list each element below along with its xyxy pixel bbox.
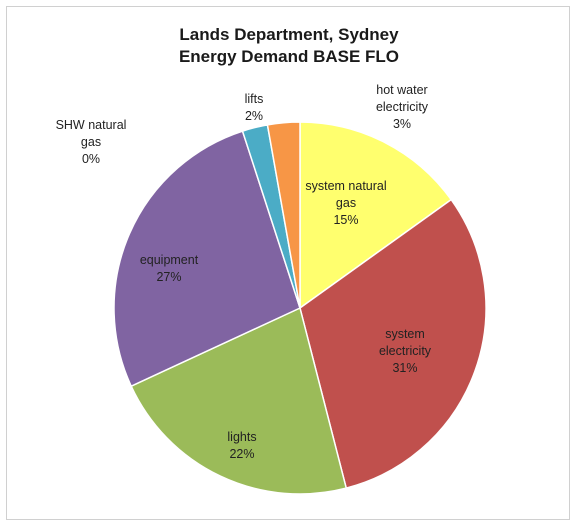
- pie-slices: [113, 121, 487, 495]
- slice-label-1: system electricity 31%: [379, 327, 432, 375]
- pie-slice-3: [113, 130, 301, 388]
- slice-label-3: equipment 27%: [140, 253, 199, 284]
- slice-name-4-0: SHW natural: [56, 118, 127, 132]
- slice-percent-4: 0%: [82, 152, 100, 166]
- chart-title-line-2: Energy Demand BASE FLO: [179, 47, 399, 66]
- chart-title-line-1: Lands Department, Sydney: [179, 25, 399, 44]
- slice-name-1-1: electricity: [379, 344, 432, 358]
- slice-name-6-1: electricity: [376, 100, 429, 114]
- slice-label-5: lifts 2%: [245, 92, 264, 123]
- pie-slice-0: [299, 121, 453, 310]
- slice-name-3-0: equipment: [140, 253, 199, 267]
- slice-label-0: system natural gas 15%: [305, 179, 386, 227]
- pie-slice-2: [130, 306, 348, 495]
- slice-percent-3: 27%: [156, 270, 181, 284]
- slice-name-5-0: lifts: [245, 92, 264, 106]
- slice-percent-0: 15%: [333, 213, 358, 227]
- pie-chart: Lands Department, Sydney Energy Demand B…: [56, 25, 487, 495]
- slice-percent-5: 2%: [245, 109, 263, 123]
- slice-percent-2: 22%: [229, 447, 254, 461]
- chart-title: Lands Department, Sydney Energy Demand B…: [179, 25, 399, 66]
- slice-percent-1: 31%: [392, 361, 417, 375]
- chart-frame: Lands Department, Sydney Energy Demand B…: [6, 6, 570, 520]
- pie-slice-1: [299, 198, 487, 490]
- pie-slice-6: [266, 121, 301, 309]
- pie-labels: system natural gas 15% system electricity 31%…: [56, 83, 432, 461]
- slice-label-2: lights 22%: [227, 430, 256, 461]
- slice-name-1-0: system: [385, 327, 425, 341]
- slice-percent-6: 3%: [393, 117, 411, 131]
- slice-name-6-0: hot water: [376, 83, 427, 97]
- slice-name-2-0: lights: [227, 430, 256, 444]
- slice-name-4-1: gas: [81, 135, 101, 149]
- slice-name-0-1: gas: [336, 196, 356, 210]
- slice-label-6: hot water electricity 3%: [376, 83, 429, 131]
- slice-label-4: SHW natural gas 0%: [56, 118, 127, 166]
- slice-name-0-0: system natural: [305, 179, 386, 193]
